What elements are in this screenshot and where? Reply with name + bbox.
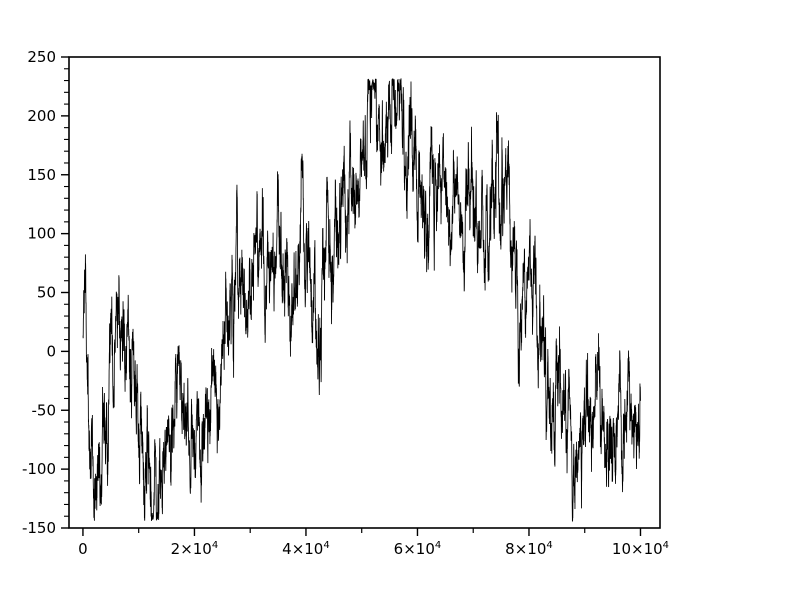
y-axis-ticks xyxy=(61,56,69,529)
x-axis-ticks xyxy=(82,528,642,536)
data-series-random-walk xyxy=(82,78,641,523)
y-tick-label: 50 xyxy=(37,284,56,302)
y-axis-tick-labels: -150 -100 -50 0 50 100 150 200 250 xyxy=(22,48,56,537)
y-tick-label: 100 xyxy=(27,225,56,243)
x-axis-tick-labels: 0 2×104 4×104 6×104 8×104 10×104 xyxy=(78,540,669,558)
y-tick-label: 250 xyxy=(27,48,56,66)
y-tick-label: 200 xyxy=(27,107,56,125)
series-line xyxy=(82,78,641,523)
x-tick-label: 2×104 xyxy=(171,540,219,558)
y-tick-label: -100 xyxy=(22,460,56,478)
y-tick-label: 0 xyxy=(46,342,56,360)
x-tick-label: 0 xyxy=(78,540,88,558)
x-tick-label: 8×104 xyxy=(505,540,553,558)
y-tick-label: -150 xyxy=(22,519,56,537)
x-tick-label: 4×104 xyxy=(282,540,330,558)
x-tick-label: 10×104 xyxy=(612,540,669,558)
y-tick-label: -50 xyxy=(32,401,57,419)
y-tick-label: 150 xyxy=(27,166,56,184)
x-tick-label: 6×104 xyxy=(394,540,442,558)
